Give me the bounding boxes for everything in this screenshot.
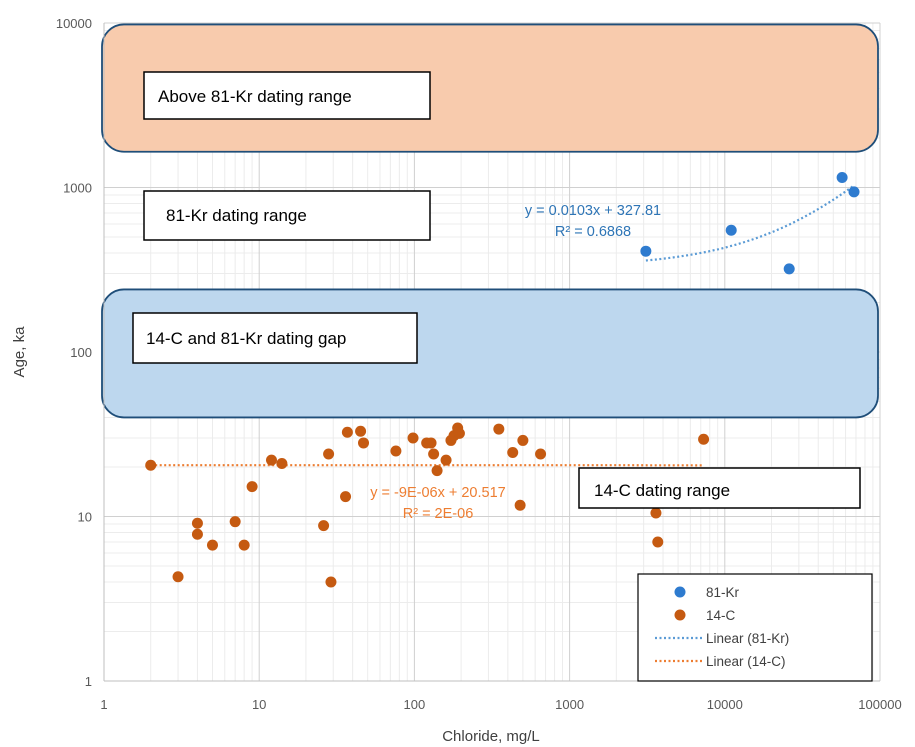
- y-tick-label: 1: [85, 674, 92, 689]
- point-14c: [265, 454, 277, 466]
- point-81kr: [848, 186, 860, 198]
- point-14c: [318, 520, 330, 532]
- trendlines: [150, 184, 855, 467]
- point-14c: [145, 459, 157, 471]
- legend-label: 81-Kr: [706, 585, 740, 600]
- point-14c: [206, 539, 218, 551]
- y-axis-title: Age, ka: [11, 326, 28, 378]
- point-14c: [238, 539, 250, 551]
- band-above: [101, 23, 879, 153]
- y-tick-label: 10: [78, 510, 92, 525]
- point-14c: [507, 446, 519, 458]
- legend-label: 14-C: [706, 608, 736, 623]
- point-14c: [276, 457, 288, 469]
- point-14c: [341, 426, 353, 438]
- label-c14-range-text: 14-C dating range: [594, 481, 730, 500]
- point-14c: [440, 454, 452, 466]
- x-tick-label: 10000: [707, 697, 743, 712]
- point-14c: [229, 516, 241, 528]
- kr-r2: R² = 0.6868: [555, 224, 631, 240]
- point-14c: [425, 437, 437, 449]
- label-gap-text: 14-C and 81-Kr dating gap: [146, 329, 346, 348]
- legend-label: Linear (81-Kr): [706, 631, 789, 646]
- point-14c: [340, 491, 352, 503]
- x-tick-label: 100: [404, 697, 426, 712]
- label-kr-range-box: 81-Kr dating range: [143, 190, 431, 241]
- y-tick-label: 100: [70, 345, 92, 360]
- x-tick-label: 10: [252, 697, 266, 712]
- x-tick-label: 100000: [858, 697, 901, 712]
- label-kr-range-text: 81-Kr dating range: [166, 206, 307, 225]
- point-14c: [323, 448, 335, 460]
- label-above-box: Above 81-Kr dating range: [143, 71, 431, 120]
- legend-marker: [674, 586, 686, 598]
- legend-marker: [674, 609, 686, 621]
- point-14c: [493, 423, 505, 435]
- point-14c: [514, 499, 526, 511]
- c14-r2: R² = 2E-06: [403, 506, 474, 522]
- point-14c: [355, 425, 367, 437]
- x-tick-label: 1000: [555, 697, 584, 712]
- point-14c: [698, 433, 710, 445]
- point-14c: [407, 432, 419, 444]
- point-14c: [325, 576, 337, 588]
- point-14c: [517, 434, 529, 446]
- point-81kr: [640, 245, 652, 257]
- point-14c: [191, 528, 203, 540]
- point-14c: [650, 507, 662, 519]
- point-14c: [390, 445, 402, 457]
- x-axis-title: Chloride, mg/L: [442, 728, 540, 745]
- point-81kr: [836, 172, 848, 184]
- label-c14-range-box: 14-C dating range: [578, 467, 861, 509]
- point-14c: [431, 465, 443, 477]
- point-14c: [358, 437, 370, 449]
- y-tick-label: 10000: [56, 16, 92, 31]
- label-gap-box: 14-C and 81-Kr dating gap: [132, 312, 418, 364]
- y-tick-label: 1000: [63, 181, 92, 196]
- point-14c: [652, 536, 664, 548]
- point-14c: [191, 517, 203, 529]
- x-tick-label: 1: [100, 697, 107, 712]
- point-14c: [535, 448, 547, 460]
- kr-equation: y = 0.0103x + 327.81: [525, 203, 661, 219]
- point-14c: [246, 481, 258, 493]
- point-81kr: [783, 263, 795, 275]
- legend: 81-Kr 14-C Linear (81-Kr) Linear (14-C): [637, 573, 873, 682]
- point-14c: [428, 448, 440, 460]
- point-14c: [172, 571, 184, 583]
- point-81kr: [725, 224, 737, 236]
- trendline-kr: [645, 184, 855, 262]
- c14-equation: y = -9E-06x + 20.517: [370, 485, 505, 501]
- points: [145, 172, 860, 588]
- legend-label: Linear (14-C): [706, 654, 786, 669]
- label-above-text: Above 81-Kr dating range: [158, 87, 352, 106]
- point-14c: [453, 427, 465, 439]
